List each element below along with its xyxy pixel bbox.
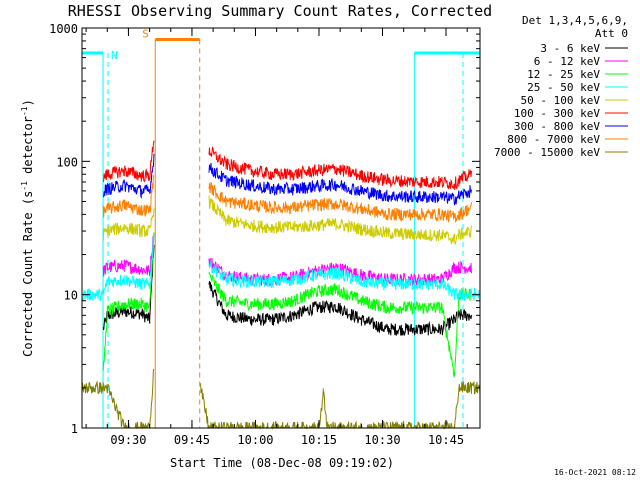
y-tick-label-3: 1000 (49, 22, 78, 36)
series-line-4 (102, 195, 472, 246)
legend-label-6: 300 - 800 keV (514, 120, 600, 133)
legend-header-line2: Att 0 (595, 27, 628, 40)
x-tick-label-5: 10:45 (428, 433, 464, 447)
legend-label-3: 25 - 50 keV (527, 81, 600, 94)
legend-label-5: 100 - 300 keV (514, 107, 600, 120)
series-layer (81, 140, 481, 430)
legend-label-1: 6 - 12 keV (534, 55, 601, 68)
tick-layer: 1 10 100 1000 09:30 09:45 10:00 10:15 10:30 10:45 (49, 22, 480, 447)
x-tick-label-3: 10:15 (301, 433, 337, 447)
series-line-3 (81, 234, 481, 302)
x-axis-label: Start Time (08-Dec-08 09:19:02) (170, 456, 394, 470)
x-tick-label-1: 09:45 (174, 433, 210, 447)
legend-header-line1: Det 1,3,4,5,6,9, (522, 14, 628, 27)
x-tick-label-0: 09:30 (110, 433, 146, 447)
chart-title: RHESSI Observing Summary Count Rates, Co… (68, 2, 492, 20)
legend-label-0: 3 - 6 keV (540, 42, 600, 55)
series-line-5 (102, 140, 472, 190)
series-line-7 (102, 175, 472, 223)
plot-frame (81, 27, 481, 429)
y-axis-label: Corrected Count Rate (s-1 detector-1) (20, 99, 35, 357)
legend-label-7: 800 - 7000 keV (507, 133, 600, 146)
y-tick-label-2: 100 (56, 155, 78, 169)
night-label: N (111, 49, 118, 62)
series-line-6 (102, 153, 472, 206)
x-tick-label-2: 10:00 (237, 433, 273, 447)
saa-label: S (142, 27, 149, 40)
y-tick-label-0: 1 (71, 422, 78, 436)
legend-label-8: 7000 - 15000 keV (494, 146, 600, 159)
x-tick-label-4: 10:30 (364, 433, 400, 447)
legend-label-4: 50 - 100 keV (521, 94, 601, 107)
series-line-8 (81, 368, 481, 430)
timestamp: 16-Oct-2021 08:12 (554, 468, 636, 477)
series-line-2 (102, 232, 472, 378)
y-tick-label-1: 10 (64, 289, 78, 303)
legend-label-2: 12 - 25 keV (527, 68, 600, 81)
